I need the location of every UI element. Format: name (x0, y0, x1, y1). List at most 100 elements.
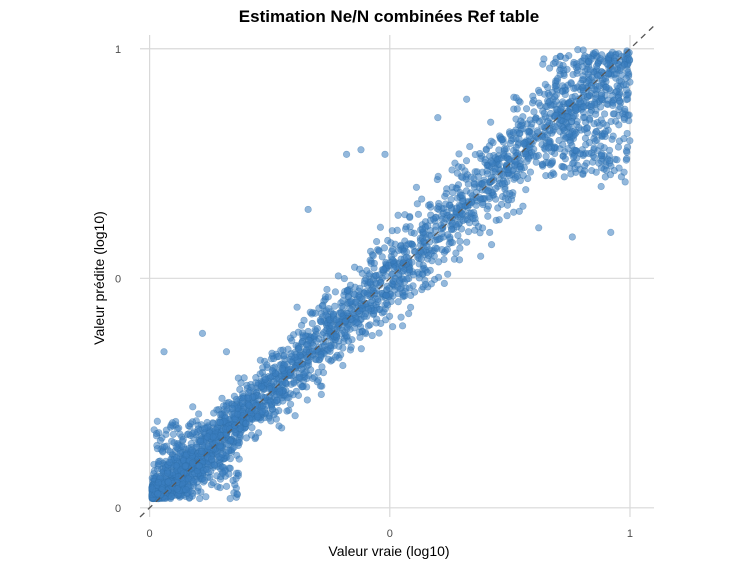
data-point (609, 99, 617, 107)
data-point (382, 316, 390, 324)
data-point (335, 321, 343, 329)
data-point (488, 159, 497, 167)
data-point (221, 467, 229, 475)
data-point (586, 66, 594, 74)
data-point (180, 469, 188, 477)
data-point (165, 458, 174, 466)
data-point (196, 494, 204, 503)
data-point (168, 437, 176, 445)
outlier-point-1 (198, 329, 207, 337)
data-point (474, 173, 482, 181)
data-point (203, 466, 211, 474)
data-point (486, 228, 494, 237)
data-point (154, 490, 162, 498)
data-point (188, 446, 196, 454)
data-point (414, 210, 423, 218)
data-point (225, 398, 233, 407)
data-point (495, 216, 503, 224)
data-point (339, 344, 347, 352)
data-point (484, 187, 492, 195)
y-tick-label-0: 0 (115, 503, 121, 515)
data-point (484, 212, 492, 220)
data-point (573, 69, 581, 77)
data-point (620, 61, 628, 69)
data-point (382, 291, 390, 299)
outlier-point-9 (487, 118, 495, 126)
data-point (295, 345, 303, 353)
data-point (204, 442, 213, 451)
outlier-point-13 (621, 178, 629, 186)
data-point (622, 74, 630, 82)
y-axis-label: Valeur prédite (log10) (91, 211, 107, 345)
data-point (442, 189, 450, 198)
data-point (245, 415, 253, 423)
data-point (331, 288, 340, 296)
data-point (186, 420, 195, 428)
outlier-point-5 (357, 146, 365, 154)
data-point (535, 99, 543, 107)
data-point (498, 180, 506, 188)
data-point (412, 183, 421, 191)
data-point (268, 366, 276, 375)
data-point (448, 166, 456, 174)
data-point (565, 130, 573, 138)
data-point (625, 56, 634, 64)
data-point (236, 385, 244, 394)
data-point (484, 202, 493, 210)
data-point (463, 238, 471, 246)
data-point (487, 241, 496, 249)
data-point (216, 442, 224, 450)
data-point (570, 58, 578, 67)
data-point (398, 322, 407, 330)
data-point (477, 252, 485, 260)
data-point (188, 459, 197, 467)
data-point (409, 271, 418, 279)
data-point (257, 392, 266, 400)
data-point (600, 130, 609, 138)
data-point (152, 429, 161, 438)
data-point (231, 421, 239, 429)
data-point (458, 174, 467, 182)
data-point (567, 79, 575, 87)
data-point (306, 308, 314, 316)
data-point (506, 189, 514, 198)
data-point (406, 213, 414, 222)
data-point (223, 440, 231, 448)
data-point (228, 404, 236, 413)
data-point (378, 253, 386, 261)
data-point (208, 455, 216, 463)
data-point (220, 402, 228, 410)
data-point (216, 432, 225, 440)
data-point (507, 195, 516, 204)
data-point (455, 256, 464, 264)
data-point (623, 129, 631, 138)
data-point (256, 356, 264, 364)
outlier-point-10 (535, 224, 543, 232)
data-point (476, 229, 484, 237)
data-point (372, 319, 380, 327)
data-point (534, 134, 542, 142)
data-point (218, 394, 226, 402)
data-point (296, 373, 304, 381)
data-point (458, 191, 466, 200)
data-point (510, 208, 518, 216)
data-point (438, 230, 446, 238)
data-point (560, 173, 568, 181)
data-point (371, 290, 379, 298)
data-point (494, 204, 502, 212)
data-point (270, 378, 278, 386)
data-point (406, 303, 415, 311)
data-point (559, 163, 567, 171)
data-point (597, 142, 605, 150)
data-point (626, 137, 634, 145)
data-point (567, 138, 575, 146)
data-point (430, 215, 438, 223)
data-point (458, 197, 467, 206)
data-point (293, 303, 301, 311)
data-point (587, 55, 595, 63)
data-point (303, 396, 311, 404)
data-point (512, 94, 520, 102)
data-point (348, 306, 356, 314)
data-point (464, 228, 473, 236)
